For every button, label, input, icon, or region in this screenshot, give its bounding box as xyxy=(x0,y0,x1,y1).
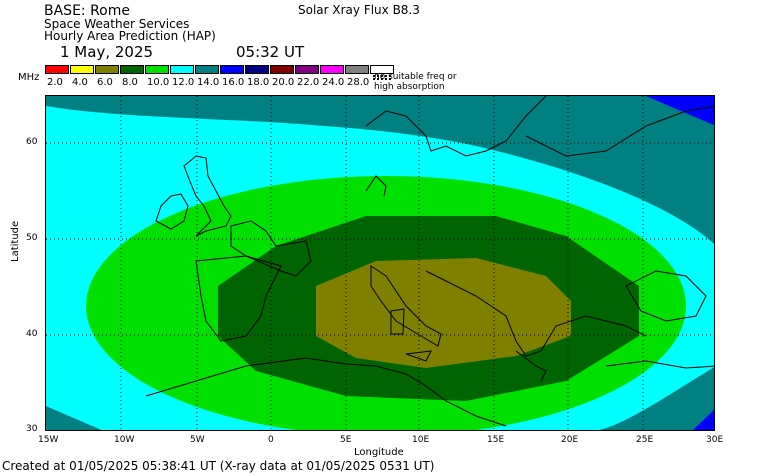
forecast-time: 05:32 UT xyxy=(236,43,305,61)
y-tick-60: 60 xyxy=(26,137,38,147)
coast-north-africa xyxy=(145,357,507,427)
xray-flux: Solar Xray Flux B8.3 xyxy=(298,3,420,17)
legend-swatch-11 xyxy=(320,65,344,74)
legend-swatch-2 xyxy=(95,65,119,74)
coast-baltic xyxy=(525,105,714,157)
legend-swatch-0 xyxy=(45,65,69,74)
legend-swatch-6 xyxy=(195,65,219,74)
legend-swatch-5 xyxy=(170,65,194,74)
no-freq-note-2: high absorption xyxy=(374,82,445,92)
footer-created: Created at 01/05/2025 05:38:41 UT (X-ray… xyxy=(2,459,435,473)
legend-label-0: 2.0 xyxy=(47,77,63,88)
legend-swatch-3 xyxy=(120,65,144,74)
grid-lines xyxy=(46,96,714,430)
legend-label-7: 16.0 xyxy=(222,77,245,88)
legend-swatch-7 xyxy=(220,65,244,74)
band-6-area xyxy=(316,258,571,368)
coast-turkey xyxy=(605,360,714,369)
legend-label-9: 20.0 xyxy=(272,77,295,88)
forecast-date: 1 May, 2025 xyxy=(60,43,154,61)
x-tick-0: 0 xyxy=(268,435,274,445)
band-16-corner-se xyxy=(693,409,714,430)
legend-label-5: 12.0 xyxy=(172,77,195,88)
legend-swatch-1 xyxy=(70,65,94,74)
coast-greece xyxy=(515,350,547,382)
legend-label-10: 22.0 xyxy=(297,77,320,88)
coast-black-sea xyxy=(625,270,707,322)
x-tick-10e: 10E xyxy=(412,435,430,445)
x-tick-30e: 30E xyxy=(706,435,724,445)
legend-label-3: 8.0 xyxy=(122,77,138,88)
x-tick-5w: 5W xyxy=(190,435,205,445)
y-tick-30: 30 xyxy=(26,424,38,434)
product-name: Hourly Area Prediction (HAP) xyxy=(44,29,216,43)
coast-france xyxy=(230,220,312,277)
x-tick-15w: 15W xyxy=(38,435,59,445)
legend-label-4: 10.0 xyxy=(147,77,170,88)
legend-swatch-8 xyxy=(245,65,269,74)
band-16-corner-ne xyxy=(646,96,714,126)
coast-sicily xyxy=(405,350,432,362)
y-axis-label: Latitude xyxy=(10,220,21,262)
legend-swatch-9 xyxy=(270,65,294,74)
x-tick-15e: 15E xyxy=(487,435,505,445)
legend-label-8: 18.0 xyxy=(247,77,270,88)
legend-swatch-10 xyxy=(295,65,319,74)
coast-italy xyxy=(370,265,442,347)
legend-swatch-4 xyxy=(145,65,169,74)
coastlines xyxy=(145,96,714,427)
no-freq-note-1: no suitable freq or xyxy=(374,72,457,82)
x-axis-label: Longitude xyxy=(354,447,404,458)
base-title: BASE: Rome xyxy=(44,3,130,19)
org-name: Space Weather Services xyxy=(44,17,190,31)
legend-unit: MHz xyxy=(18,72,40,83)
x-tick-20e: 20E xyxy=(561,435,579,445)
coast-scandinavia xyxy=(365,96,547,157)
coast-denmark xyxy=(365,175,387,197)
no-freq-swatch xyxy=(370,65,394,80)
coast-britain xyxy=(183,155,232,237)
coast-balkans xyxy=(425,270,647,357)
prediction-map xyxy=(45,95,715,431)
legend-label-11: 24.0 xyxy=(322,77,345,88)
legend-label-1: 4.0 xyxy=(72,77,88,88)
legend-swatch-12 xyxy=(345,65,369,74)
y-tick-40: 40 xyxy=(26,329,38,339)
dotted-pattern-icon xyxy=(373,75,391,80)
legend-label-2: 6.0 xyxy=(97,77,113,88)
legend-label-12: 28.0 xyxy=(347,77,370,88)
x-tick-10w: 10W xyxy=(114,435,135,445)
coast-sardinia xyxy=(390,308,405,335)
coast-ireland xyxy=(155,193,189,230)
y-tick-50: 50 xyxy=(26,233,38,243)
x-tick-5e: 5E xyxy=(340,435,352,445)
legend-label-6: 14.0 xyxy=(197,77,220,88)
x-tick-25e: 25E xyxy=(636,435,654,445)
band-12-top xyxy=(46,108,714,267)
coast-iberia xyxy=(195,255,282,342)
map-svg xyxy=(46,96,714,430)
